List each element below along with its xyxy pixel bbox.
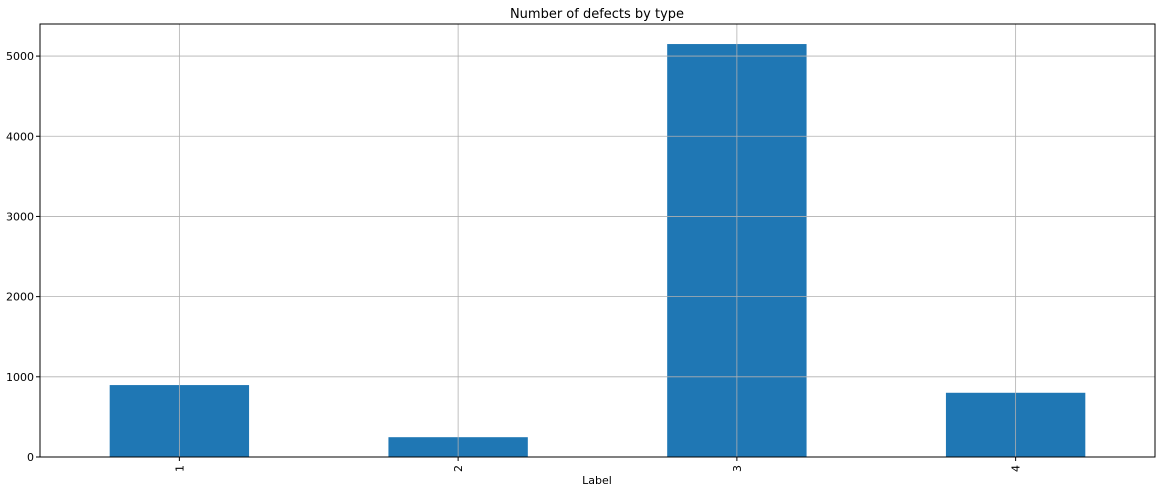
x-tick-label: 4 — [1010, 465, 1023, 472]
y-tick-label: 2000 — [6, 291, 34, 304]
plot-frame — [39, 23, 1156, 458]
bars-layer — [109, 44, 1086, 457]
x-tick-label: 1 — [173, 465, 186, 472]
ticks-layer: 0 1000 2000 3000 4000 5000 1 2 3 4 — [6, 50, 1023, 472]
x-tick-label: 2 — [452, 465, 465, 472]
chart-title: Number of defects by type — [510, 7, 684, 22]
y-tick-label: 1000 — [6, 371, 34, 384]
y-tick-label: 3000 — [6, 210, 34, 223]
y-tick-label: 5000 — [6, 50, 34, 63]
x-tick-label: 3 — [731, 465, 744, 472]
y-tick-label: 4000 — [6, 130, 34, 143]
y-tick-label: 0 — [27, 451, 34, 464]
x-axis-title: Label — [582, 474, 612, 487]
